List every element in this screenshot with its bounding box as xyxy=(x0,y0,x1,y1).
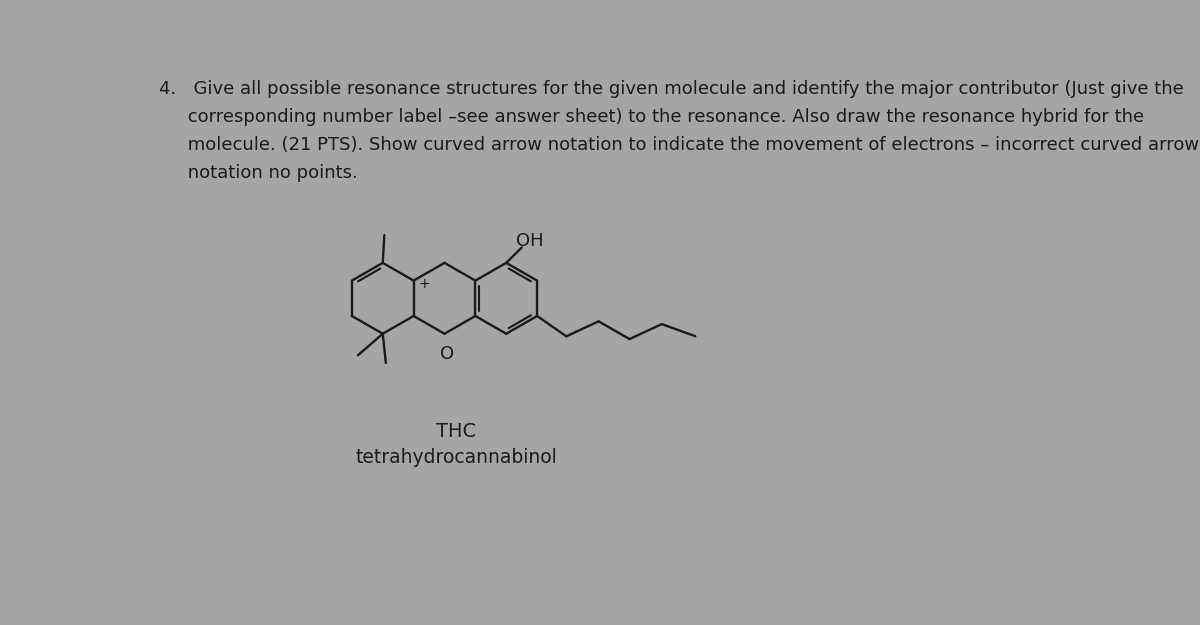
Text: corresponding number label –see answer sheet) to the resonance. Also draw the re: corresponding number label –see answer s… xyxy=(160,108,1145,126)
Text: notation no points.: notation no points. xyxy=(160,164,358,181)
Text: THC: THC xyxy=(436,422,476,441)
Text: molecule. (21 PTS). Show curved arrow notation to indicate the movement of elect: molecule. (21 PTS). Show curved arrow no… xyxy=(160,136,1200,154)
Text: 4.   Give all possible resonance structures for the given molecule and identify : 4. Give all possible resonance structure… xyxy=(160,81,1184,98)
Text: tetrahydrocannabinol: tetrahydrocannabinol xyxy=(355,448,557,468)
Text: O: O xyxy=(439,345,454,363)
Text: OH: OH xyxy=(516,232,544,251)
Text: +: + xyxy=(419,277,430,291)
